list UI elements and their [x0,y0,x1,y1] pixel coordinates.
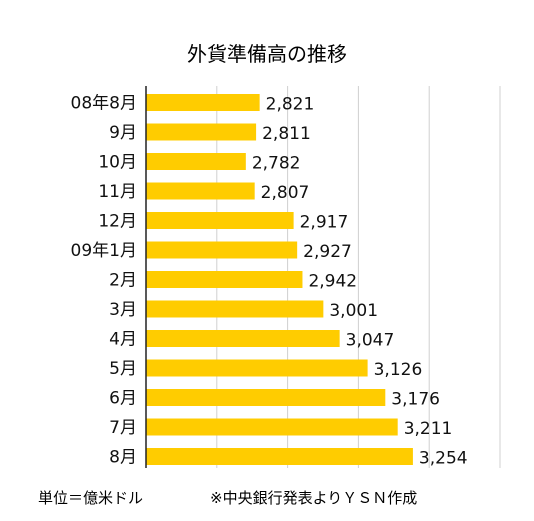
value-label: 3,001 [329,301,378,321]
value-label: 3,126 [374,360,423,380]
bar [146,418,398,436]
value-label: 2,927 [303,242,352,262]
value-label: 2,821 [266,95,315,115]
category-label: 10月 [98,153,137,173]
category-label: 3月 [109,300,137,320]
value-label: 2,807 [261,183,310,203]
category-label: 8月 [109,448,137,468]
unit-note: 単位＝億米ドル [38,489,143,507]
bar [146,389,386,406]
value-label: 2,782 [252,154,301,174]
bar [146,448,413,465]
value-label: 3,176 [391,390,440,410]
bar [146,182,255,200]
category-label: 7月 [109,418,137,438]
value-label: 3,211 [404,419,453,439]
category-label: 12月 [98,212,137,232]
bar [146,153,246,170]
category-label: 2月 [109,271,137,291]
chart-title: 外貨準備高の推移 [187,42,347,66]
bar [146,300,324,318]
category-label: 5月 [109,359,137,379]
bars [146,94,413,465]
value-label: 2,942 [308,272,357,292]
value-label: 3,254 [419,449,468,469]
bar [146,94,260,111]
category-label: 11月 [98,182,137,202]
bar [146,359,368,377]
bar [146,212,294,229]
category-label: 9月 [109,123,137,143]
source-note: ※中央銀行発表よりＹＳＮ作成 [210,489,417,507]
category-label: 08年8月 [71,94,137,114]
value-label: 2,917 [300,213,349,233]
bar [146,330,340,347]
bar [146,123,257,141]
category-labels: 08年8月 9月 10月 11月 12月 09年1月 2月 3月 4月 5月 6月 7月 8月 [71,94,137,468]
category-label: 09年1月 [71,241,137,261]
value-label: 2,811 [262,124,311,144]
bar [146,271,303,288]
category-label: 4月 [109,330,137,350]
bar [146,241,298,259]
value-label: 3,047 [346,331,395,351]
category-label: 6月 [109,389,137,409]
value-labels: 2,821 2,811 2,782 2,807 2,917 2,927 2,942 3,001… [252,95,468,469]
